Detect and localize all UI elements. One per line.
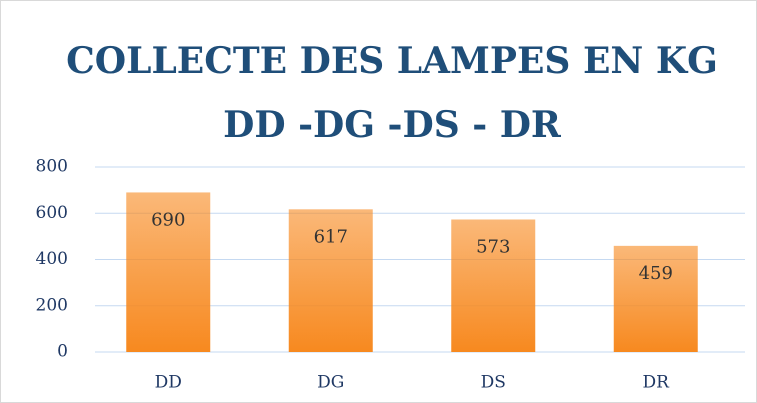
y-tick-label: 400 <box>36 249 68 269</box>
data-label: 690 <box>151 209 185 230</box>
chart-title: COLLECTE DES LAMPES EN KG <box>66 40 718 82</box>
y-tick-label: 600 <box>36 203 68 223</box>
data-label: 617 <box>314 226 348 247</box>
x-tick-label: DS <box>481 373 506 393</box>
x-tick-label: DR <box>643 373 671 393</box>
x-tick-label: DD <box>155 373 182 393</box>
x-tick-label: DG <box>317 373 344 393</box>
chart-title: DD -DG -DS - DR <box>223 104 562 146</box>
bar <box>451 219 536 352</box>
y-tick-label: 200 <box>36 295 68 315</box>
y-tick-label: 800 <box>36 157 68 177</box>
bar <box>126 192 211 352</box>
y-tick-label: 0 <box>57 342 68 362</box>
data-label: 573 <box>476 236 510 257</box>
data-label: 459 <box>639 263 673 284</box>
bar <box>288 209 373 352</box>
bar <box>613 245 698 352</box>
